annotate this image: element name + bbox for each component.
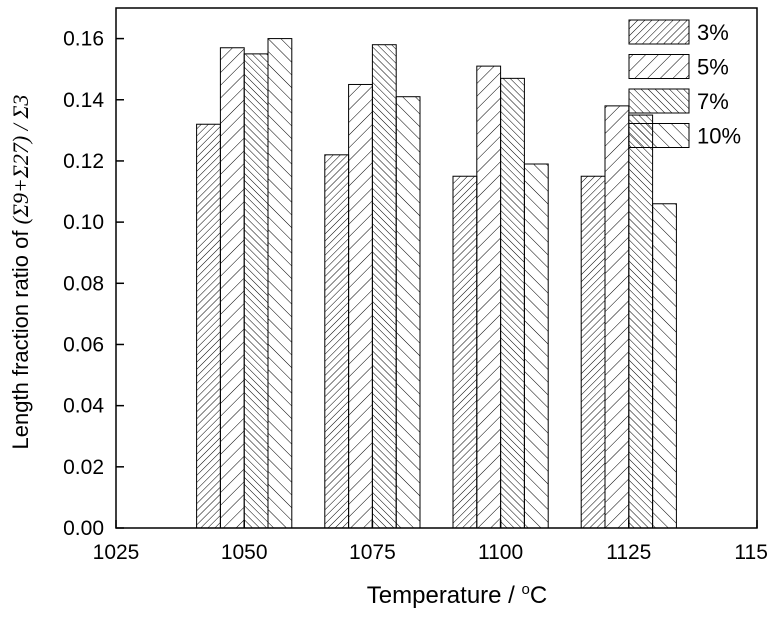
y-tick-label: 0.12 xyxy=(63,150,104,173)
y-axis-label: Length fraction ratio of (Σ9+Σ27) / Σ3 xyxy=(8,95,33,450)
x-tick-label: 1150 xyxy=(734,541,768,564)
legend-label: 7% xyxy=(697,89,729,114)
y-tick-label: 0.10 xyxy=(63,211,104,234)
bar-3pct-1050 xyxy=(196,123,221,529)
x-tick-label: 1075 xyxy=(349,541,396,564)
y-tick-label: 0.14 xyxy=(63,89,104,112)
legend-swatch xyxy=(628,88,690,114)
bar-7pct-1125 xyxy=(628,114,654,529)
legend: 3% 5% 7% 10% xyxy=(628,19,741,149)
bar-5pct-1050 xyxy=(219,47,245,529)
legend-swatch xyxy=(628,54,690,79)
x-axis-label: Temperature / oC xyxy=(367,581,547,609)
bar-7pct-1100 xyxy=(500,77,525,529)
plot-frame xyxy=(115,7,758,529)
bar-7pct-1050 xyxy=(243,53,269,529)
x-tick-label: 1100 xyxy=(478,541,523,564)
y-tick-label: 0.02 xyxy=(63,456,104,479)
bar-10pct-1100 xyxy=(523,163,549,529)
bar-5pct-1125 xyxy=(604,105,630,529)
y-tick-label: 0.16 xyxy=(63,28,104,51)
y-tick-label: 0.06 xyxy=(63,333,104,356)
axes-layer xyxy=(115,7,758,529)
bar-3pct-1125 xyxy=(580,175,606,529)
legend-swatch xyxy=(628,19,690,45)
bars-layer xyxy=(196,38,677,529)
bar-3pct-1075 xyxy=(324,154,350,529)
bar-10pct-1050 xyxy=(267,38,293,529)
x-tick-label: 1025 xyxy=(93,541,140,564)
bar-3pct-1100 xyxy=(452,175,478,529)
y-tick-label: 0.04 xyxy=(63,395,104,418)
ticks-layer: 0.00 0.02 0.04 0.06 0.08 0.10 0.12 0.14 0.16 1025… xyxy=(63,28,768,564)
legend-label: 3% xyxy=(697,20,729,45)
legend-label: 5% xyxy=(697,55,729,80)
y-tick-label: 0.00 xyxy=(63,517,104,540)
legend-label: 10% xyxy=(697,124,741,149)
bar-7pct-1075 xyxy=(371,44,397,529)
bar-5pct-1075 xyxy=(348,83,373,529)
bar-10pct-1075 xyxy=(395,96,421,529)
legend-swatch xyxy=(628,123,690,148)
bar-5pct-1100 xyxy=(476,65,502,529)
bar-10pct-1125 xyxy=(652,203,677,529)
x-tick-label: 1050 xyxy=(221,541,268,564)
x-tick-label: 1125 xyxy=(606,541,651,564)
y-tick-label: 0.08 xyxy=(63,272,104,295)
